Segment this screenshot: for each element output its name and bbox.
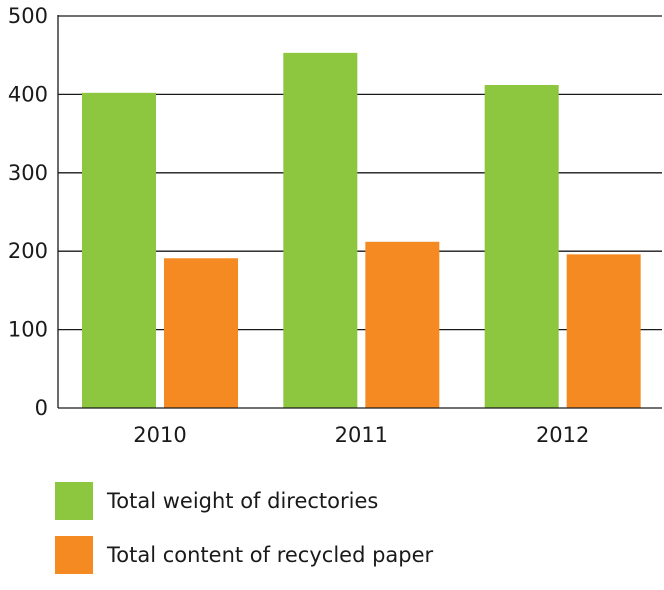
x-tick-label-2012: 2012 (536, 423, 589, 447)
axes (57, 15, 662, 409)
legend-swatch-directories (55, 482, 93, 520)
y-tick-label-100: 100 (8, 318, 48, 342)
y-tick-label-400: 400 (8, 82, 48, 106)
legend: Total weight of directories Total conten… (55, 482, 433, 590)
x-tick-label-2010: 2010 (133, 423, 186, 447)
bar-2011-series-2 (365, 241, 440, 408)
legend-item-recycled-paper: Total content of recycled paper (55, 536, 433, 574)
y-tick-label-200: 200 (8, 239, 48, 263)
bar-2010-series-1 (82, 92, 156, 408)
legend-label-recycled-paper: Total content of recycled paper (107, 543, 434, 567)
gridlines (58, 15, 662, 331)
x-tick-label-2011: 2011 (335, 423, 388, 447)
bar-2012-series-2 (566, 254, 641, 408)
y-tick-label-500: 500 (8, 4, 48, 28)
y-tick-label-300: 300 (8, 161, 48, 185)
x-tick-labels: 2010 2011 2012 (133, 423, 589, 447)
chart-plot: 0 100 200 300 400 500 2010 2011 2012 (8, 4, 662, 447)
legend-label-directories: Total weight of directories (107, 489, 379, 513)
y-tick-labels: 0 100 200 300 400 500 (8, 4, 48, 420)
bar-2010-series-2 (164, 258, 238, 408)
legend-swatch-recycled-paper (55, 536, 93, 574)
legend-item-directories: Total weight of directories (55, 482, 433, 520)
y-tick-label-0: 0 (35, 396, 48, 420)
bars (82, 52, 641, 409)
bar-2012-series-1 (484, 84, 559, 408)
bar-2011-series-1 (283, 52, 358, 409)
bar-chart: 0 100 200 300 400 500 2010 2011 2012 Total weig… (8, 4, 662, 574)
